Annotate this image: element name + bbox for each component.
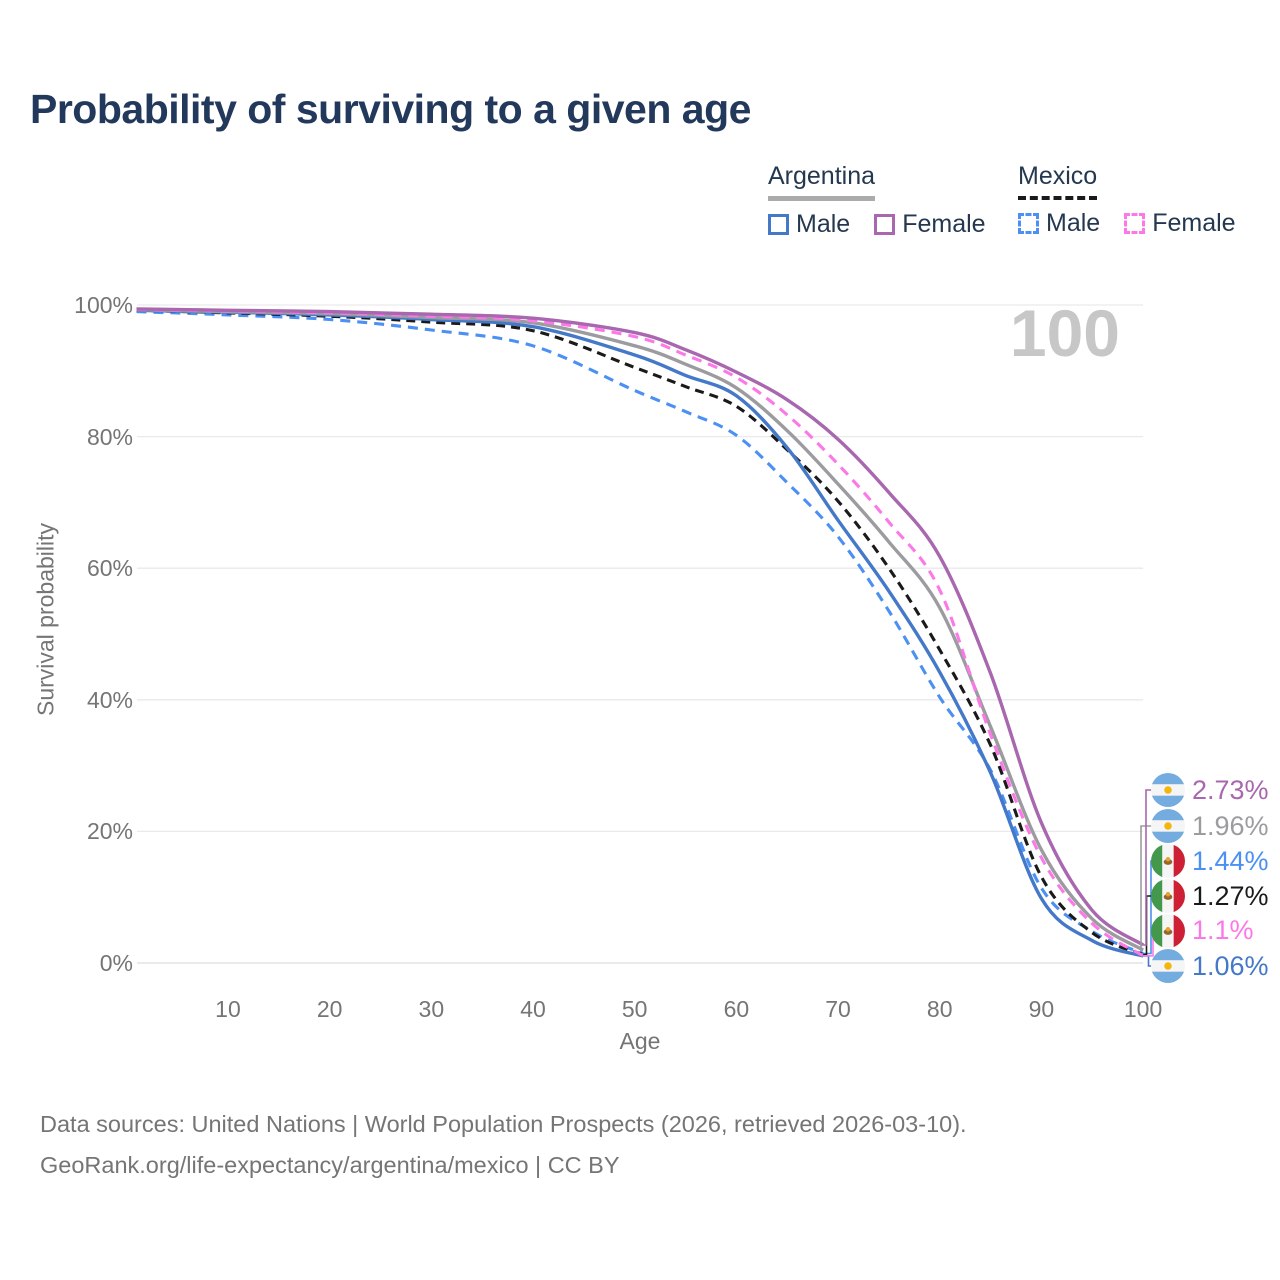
footer-data-sources: Data sources: United Nations | World Pop… bbox=[40, 1111, 967, 1137]
argentina-female-swatch-icon bbox=[874, 214, 896, 235]
y-tick-label: 40% bbox=[86, 686, 133, 713]
end-value-argentina-male: 1.06% bbox=[1192, 950, 1269, 981]
mexico-flag-icon bbox=[1151, 913, 1185, 948]
y-tick-label: 100% bbox=[74, 292, 133, 318]
argentina-male-swatch-icon bbox=[768, 214, 789, 235]
legend-item-mexico-male[interactable]: Male bbox=[1018, 209, 1100, 238]
x-tick-label: 60 bbox=[723, 996, 750, 1022]
end-label-mexico-total: 1.27% bbox=[1151, 878, 1269, 914]
end-label-argentina-total: 1.96% bbox=[1151, 808, 1269, 844]
y-tick-label: 0% bbox=[99, 950, 133, 976]
x-tick-label: 50 bbox=[621, 996, 648, 1022]
x-tick-label: 20 bbox=[316, 996, 343, 1022]
mexico-flag-icon bbox=[1151, 879, 1185, 913]
end-value-mexico-female: 1.1% bbox=[1192, 915, 1254, 945]
curve-mexico-total[interactable] bbox=[136, 308, 1144, 957]
legend-label-mexico-male: Male bbox=[1046, 209, 1101, 237]
y-tick-label: 80% bbox=[86, 423, 133, 450]
legend-item-argentina-male[interactable]: Male bbox=[768, 210, 850, 239]
legend-header-argentina: Argentina bbox=[768, 162, 876, 201]
end-label-argentina-male: 1.06% bbox=[1151, 948, 1269, 984]
legend-label-argentina-female: Female bbox=[902, 210, 986, 238]
end-value-mexico-total: 1.27% bbox=[1192, 880, 1269, 911]
mexico-flag-icon bbox=[1151, 844, 1185, 878]
curve-argentina-female[interactable] bbox=[136, 307, 1145, 947]
footer: Data sources: United Nations | World Pop… bbox=[40, 1104, 967, 1186]
mexico-male-swatch-icon bbox=[1018, 213, 1039, 234]
curve-mexico-male[interactable] bbox=[136, 310, 1144, 955]
x-tick-label: 40 bbox=[520, 996, 546, 1022]
y-axis-title: Survival probability bbox=[32, 522, 59, 717]
x-axis-title: Age bbox=[619, 1028, 661, 1054]
x-tick-label: 90 bbox=[1028, 996, 1055, 1022]
legend-label-mexico-female: Female bbox=[1152, 209, 1236, 237]
page-title: Probability of surviving to a given age bbox=[30, 86, 751, 132]
legend-label-argentina-male: Male bbox=[796, 210, 851, 238]
end-label-argentina-female: 2.73% bbox=[1151, 772, 1269, 808]
x-tick-label: 30 bbox=[418, 996, 445, 1022]
legend-item-argentina-female[interactable]: Female bbox=[874, 210, 986, 239]
end-label-mexico-male: 1.44% bbox=[1151, 843, 1269, 879]
curve-mexico-female[interactable] bbox=[136, 308, 1144, 958]
end-label-mexico-female: 1.1% bbox=[1151, 913, 1254, 949]
argentina-flag-icon bbox=[1151, 809, 1185, 843]
y-tick-label: 20% bbox=[86, 818, 133, 845]
curve-argentina-male[interactable] bbox=[136, 308, 1144, 958]
end-value-mexico-male: 1.44% bbox=[1192, 845, 1269, 876]
argentina-flag-icon bbox=[1151, 773, 1185, 807]
connector-argentina-total bbox=[1140, 825, 1157, 951]
legend-group-mexico: Mexico Male Female bbox=[1018, 162, 1236, 238]
x-tick-label: 100 bbox=[1123, 996, 1163, 1022]
curve-argentina-total[interactable] bbox=[136, 307, 1144, 952]
x-tick-label: 80 bbox=[926, 996, 953, 1022]
argentina-flag-icon bbox=[1151, 949, 1185, 983]
age-indicator-watermark: 100 bbox=[1009, 296, 1120, 370]
legend-group-argentina: Argentina Male Female bbox=[768, 162, 986, 239]
x-tick-label: 10 bbox=[215, 996, 241, 1022]
y-tick-label: 60% bbox=[86, 555, 133, 582]
mexico-female-swatch-icon bbox=[1124, 213, 1146, 234]
end-value-argentina-female: 2.73% bbox=[1192, 774, 1269, 805]
legend-header-mexico: Mexico bbox=[1018, 162, 1098, 200]
legend-item-mexico-female[interactable]: Female bbox=[1124, 209, 1236, 238]
footer-attribution: GeoRank.org/life-expectancy/argentina/me… bbox=[40, 1152, 620, 1178]
end-value-argentina-total: 1.96% bbox=[1192, 810, 1269, 841]
x-tick-label: 70 bbox=[825, 996, 851, 1022]
